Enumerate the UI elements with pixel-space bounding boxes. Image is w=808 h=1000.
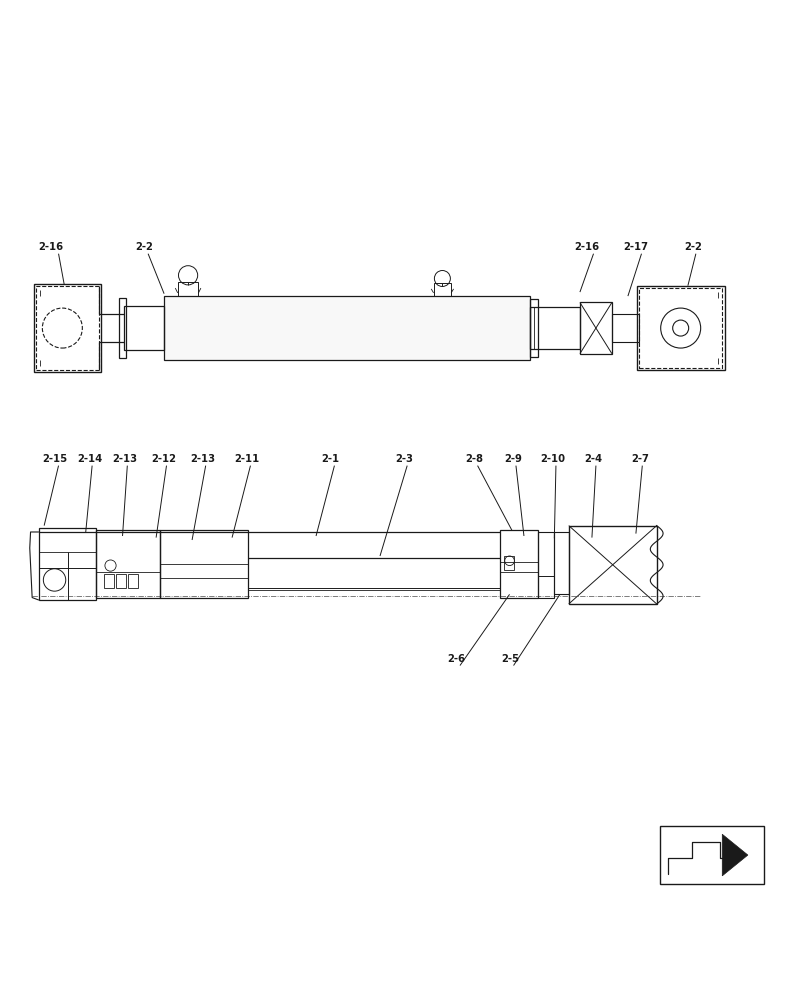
Bar <box>119 298 126 358</box>
Bar <box>164 296 530 360</box>
Bar <box>660 826 764 884</box>
Bar <box>580 302 612 354</box>
Bar <box>39 528 96 600</box>
Text: 2-13: 2-13 <box>190 454 215 464</box>
Text: 2-16: 2-16 <box>574 242 599 252</box>
Text: 2-2: 2-2 <box>135 242 153 252</box>
Text: 2-15: 2-15 <box>42 454 67 464</box>
Text: 2-13: 2-13 <box>112 454 137 464</box>
Bar <box>530 307 580 349</box>
Text: 2-11: 2-11 <box>234 454 259 464</box>
Polygon shape <box>722 834 748 876</box>
Text: 2-7: 2-7 <box>631 454 649 464</box>
Bar <box>554 532 569 594</box>
Bar <box>96 530 160 598</box>
Text: 2-3: 2-3 <box>395 454 413 464</box>
Bar <box>637 286 725 370</box>
Bar <box>160 530 248 598</box>
Text: 2-5: 2-5 <box>501 654 520 664</box>
Bar <box>178 282 199 296</box>
Text: 2-17: 2-17 <box>624 242 648 252</box>
Text: 2-9: 2-9 <box>504 454 522 464</box>
Bar <box>116 574 126 588</box>
Bar <box>434 283 451 296</box>
Bar <box>500 530 538 598</box>
Bar <box>128 574 137 588</box>
Text: 2-12: 2-12 <box>152 454 177 464</box>
Bar <box>530 299 538 357</box>
Text: 2-6: 2-6 <box>447 654 465 664</box>
Text: 2-2: 2-2 <box>684 242 702 252</box>
Bar <box>538 532 554 598</box>
Text: 2-8: 2-8 <box>465 454 483 464</box>
Bar <box>639 288 722 368</box>
Bar <box>124 306 164 350</box>
Bar <box>104 574 114 588</box>
Text: 2-14: 2-14 <box>77 454 103 464</box>
Text: 2-1: 2-1 <box>322 454 339 464</box>
Text: 2-10: 2-10 <box>541 454 566 464</box>
Bar <box>612 314 639 342</box>
Bar <box>34 284 101 372</box>
Bar <box>504 556 514 570</box>
Bar <box>569 526 657 604</box>
Text: 2-16: 2-16 <box>38 242 63 252</box>
Text: 2-4: 2-4 <box>584 454 603 464</box>
Bar <box>36 286 99 370</box>
